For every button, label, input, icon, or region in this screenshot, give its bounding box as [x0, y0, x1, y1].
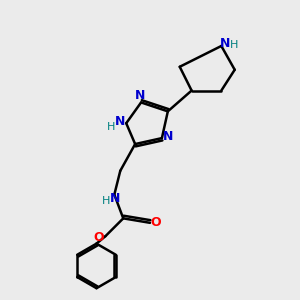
Text: N: N: [115, 115, 125, 128]
Text: N: N: [163, 130, 173, 143]
Text: N: N: [110, 192, 120, 205]
Text: H: H: [230, 40, 238, 50]
Text: H: H: [107, 122, 116, 132]
Text: O: O: [151, 216, 161, 229]
Text: H: H: [102, 196, 110, 206]
Text: O: O: [94, 231, 104, 244]
Text: N: N: [134, 89, 145, 102]
Text: N: N: [220, 37, 230, 50]
